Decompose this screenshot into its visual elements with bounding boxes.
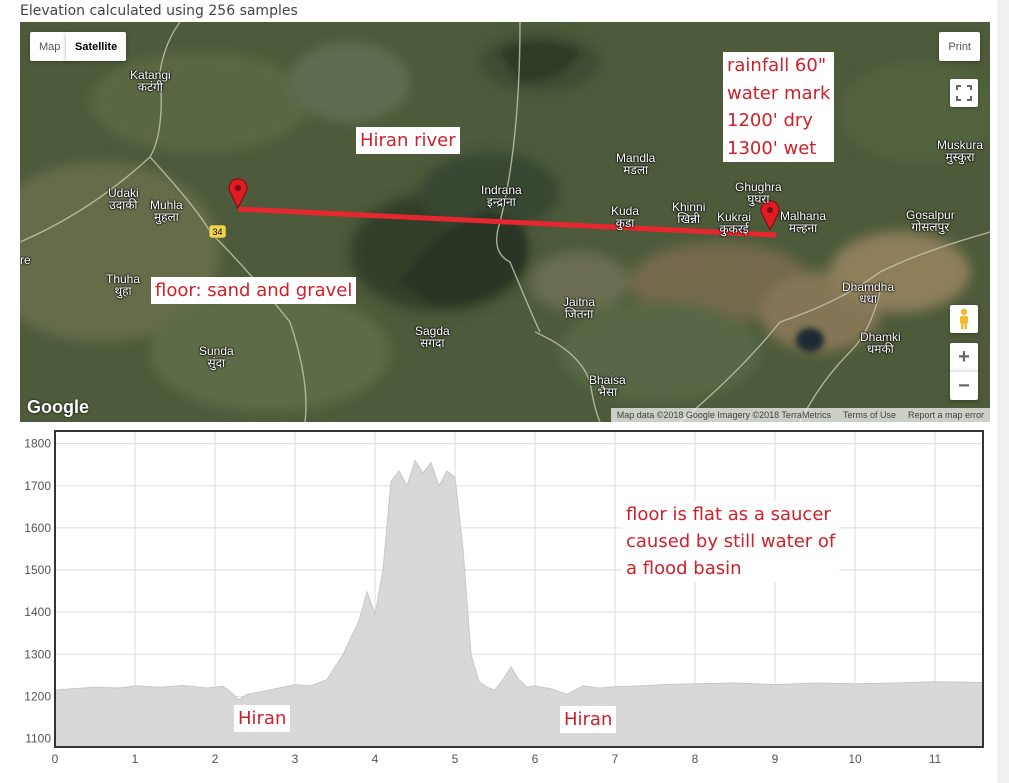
elevation-area [54, 459, 984, 748]
map-type-satellite-button[interactable]: Satellite [66, 32, 127, 61]
place-kukrai: Kukrai कुकरई [717, 210, 752, 236]
plot-border [54, 430, 984, 748]
floor-note-line-1: floor is flat as a saucer [626, 504, 831, 525]
annotation-rainfall: rainfall 60" water mark 1200' dry 1300' … [723, 52, 835, 162]
y-tick-label: 1300 [24, 647, 51, 661]
y-tick-label: 1400 [24, 605, 51, 619]
y-tick-label: 1100 [25, 732, 51, 746]
x-tick-label: 8 [692, 752, 699, 766]
terms-of-use-link[interactable]: Terms of Use [842, 410, 896, 420]
google-logo: Google [27, 397, 89, 417]
place-sagda: Sagda सगदा [415, 324, 450, 350]
fullscreen-button[interactable] [950, 79, 978, 107]
x-tick-label: 9 [772, 752, 779, 766]
map-type-map-button[interactable]: Map [30, 32, 70, 61]
place-dhamdha: Dhamdha धधा [842, 280, 895, 306]
route-line [237, 206, 777, 238]
x-tick-label: 10 [848, 752, 862, 766]
report-map-error-link[interactable]: Report a map error [907, 410, 984, 420]
place-khinni: Khinni खिन्नी [672, 200, 706, 226]
satellite-map[interactable]: 34 Katangi कटंगी Udaki उदाकी Muhla मुहला Th… [20, 22, 990, 422]
place-muskura: Muskura मुस्कुरा [937, 138, 984, 164]
y-tick-label: 1800 [24, 437, 51, 451]
zoom-out-button[interactable]: − [950, 371, 978, 400]
place-indrana: Indrana इन्द्राना [481, 183, 522, 209]
place-kuda: Kuda कुडा [611, 204, 640, 230]
print-button[interactable]: Print [939, 32, 980, 61]
x-tick-label: 2 [212, 752, 219, 766]
map-attribution: Map data ©2018 Google Imagery ©2018 Terr… [610, 408, 990, 422]
x-tick-label: 4 [372, 752, 379, 766]
y-tick-label: 1600 [24, 521, 51, 535]
floor-note-line-3: a flood basin [626, 558, 742, 579]
place-jaitna: Jaitna जितना [563, 295, 596, 321]
place-bhaisa: Bhaisa भैसा [589, 373, 626, 399]
water-mark-line: water mark [727, 82, 831, 104]
x-tick-label: 3 [292, 752, 299, 766]
dry-line: 1200' dry [727, 110, 813, 131]
place-katangi: Katangi कटंगी [130, 68, 171, 94]
y-tick-label: 1500 [24, 563, 51, 577]
place-udaki: Udaki उदाकी [108, 186, 139, 212]
annotation-floor: floor: sand and gravel [151, 277, 357, 304]
x-tick-label: 0 [52, 752, 59, 766]
chart-annotation-hiran-right: Hiran [560, 706, 617, 733]
wet-line: 1300' wet [727, 137, 817, 159]
place-mandla: Mandla मडला [616, 151, 656, 177]
fullscreen-icon [956, 85, 972, 101]
x-tick-label: 5 [452, 752, 459, 766]
x-tick-label: 11 [929, 752, 942, 766]
attribution-data: Map data ©2018 Google Imagery ©2018 Terr… [616, 410, 831, 420]
x-tick-label: 6 [532, 752, 539, 766]
pegman-icon [960, 308, 968, 329]
place-sunda: Sunda सुंदा [199, 344, 234, 370]
annotation-hiran-river: Hiran river [356, 127, 460, 154]
elevation-summary: Elevation calculated using 256 samples [20, 3, 298, 19]
chart-annotation-floor-note: floor is flat as a saucer caused by stil… [622, 501, 840, 582]
highway-shield: 34 [212, 227, 222, 237]
end-marker[interactable] [760, 200, 780, 232]
start-marker[interactable] [228, 178, 248, 210]
scrollbar-track[interactable] [997, 0, 1009, 783]
y-tick-label: 1700 [24, 479, 51, 493]
elevation-chart: 1100 1200 1300 1400 1500 1600 1700 1800 0 1 2 3 4 5 6 7… [24, 430, 984, 766]
rainfall-line: rainfall 60" [727, 55, 827, 76]
place-gosalpur: Gosalpur गोसलपुर [906, 208, 955, 234]
floor-note-line-2: caused by still water of [626, 531, 836, 552]
chart-annotation-hiran-left: Hiran [234, 705, 291, 732]
place-dhamki: Dhamki धमकी [860, 330, 901, 356]
place-edge-label: re [20, 253, 31, 267]
x-tick-label: 1 [132, 752, 139, 766]
place-thuha: Thuha थुहा [106, 272, 141, 298]
place-ghughra: Ghughra घुघरा [735, 180, 782, 206]
x-tick-label: 7 [612, 752, 619, 766]
place-muhla: Muhla मुहला [150, 198, 183, 224]
place-malhana: Malhana मल्हना [780, 209, 827, 235]
zoom-in-button[interactable]: + [950, 343, 978, 371]
y-tick-label: 1200 [24, 689, 51, 703]
street-view-pegman[interactable] [950, 305, 978, 333]
